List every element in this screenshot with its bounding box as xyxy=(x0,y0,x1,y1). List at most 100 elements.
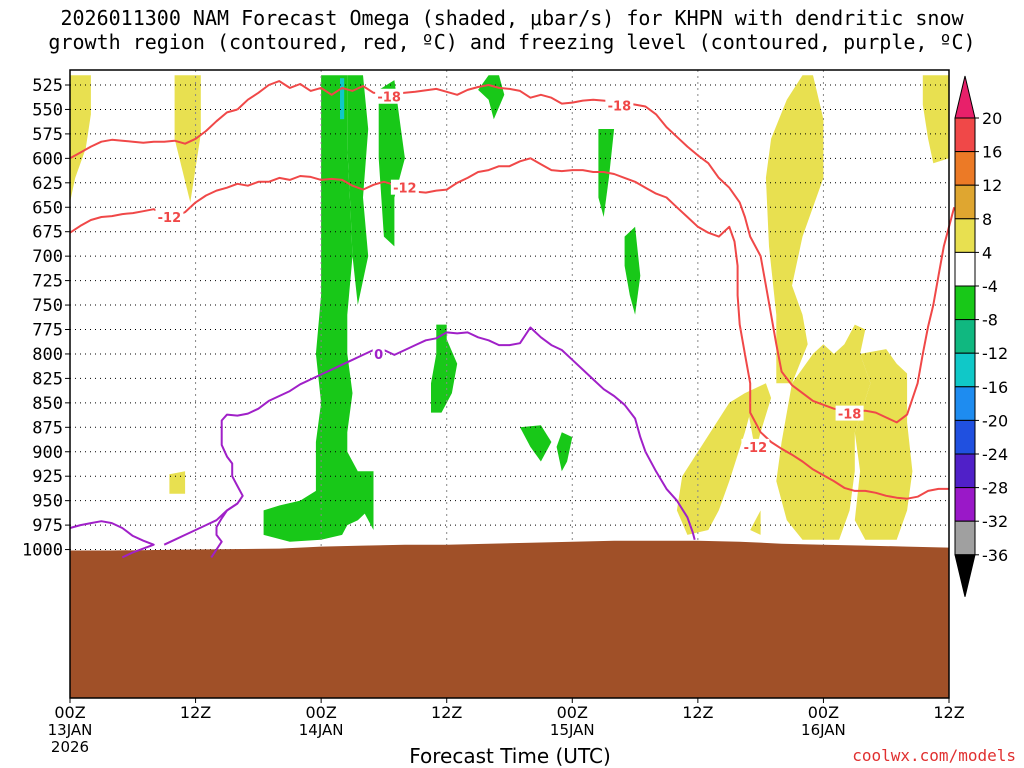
omega-region xyxy=(922,75,949,164)
contour-line xyxy=(210,502,238,558)
omega-region xyxy=(174,75,201,203)
x-tick-year: 2026 xyxy=(51,738,89,756)
colorbar-label: -24 xyxy=(982,445,1008,464)
colorbar-swatch xyxy=(954,520,976,556)
y-tick-label: 550 xyxy=(32,100,63,120)
y-tick-label: 875 xyxy=(32,418,63,438)
x-tick-label: 12Z xyxy=(682,703,713,722)
contour-label: 0 xyxy=(374,348,383,363)
colorbar-swatch xyxy=(954,352,976,388)
y-tick-label: 650 xyxy=(32,198,63,218)
x-tick-date: 14JAN xyxy=(299,721,344,739)
contour-line xyxy=(163,326,696,546)
y-tick-label: 750 xyxy=(32,296,63,316)
omega-region xyxy=(776,324,871,540)
colorbar-swatch xyxy=(954,419,976,455)
omega-region xyxy=(750,510,761,535)
y-tick-label: 950 xyxy=(32,492,63,512)
y-axis: 525 550 575 600 625 650 675 700 725 750 775 800 825 8… xyxy=(22,76,70,561)
y-tick-label: 775 xyxy=(32,321,63,341)
contour-label: -18 xyxy=(608,100,632,115)
omega-region xyxy=(556,432,573,472)
x-tick-label: 00Z xyxy=(557,703,588,722)
plot-frame xyxy=(69,69,950,699)
omega-region xyxy=(431,324,458,413)
contour-label: -12 xyxy=(393,182,417,197)
x-axis-label: Forecast Time (UTC) xyxy=(409,744,611,768)
omega-region xyxy=(520,425,552,462)
x-tick-label: 00Z xyxy=(305,703,336,722)
x-tick-label: 00Z xyxy=(808,703,839,722)
colorbar-swatch xyxy=(954,319,976,354)
omega-region xyxy=(744,383,772,452)
colorbar-swatch xyxy=(954,386,976,421)
y-tick-label: 825 xyxy=(32,369,63,389)
chart-title-line1: 2026011300 NAM Forecast Omega (shaded, μ… xyxy=(60,6,964,30)
colorbar-swatch xyxy=(954,151,976,186)
contours xyxy=(69,80,956,559)
colorbar-label: -12 xyxy=(982,344,1008,363)
contour-line xyxy=(236,80,956,424)
contour-label-bg xyxy=(155,209,184,225)
terrain-fill xyxy=(70,540,949,698)
omega-region xyxy=(676,393,751,535)
contour-label-bg xyxy=(390,179,419,195)
x-tick-date: 15JAN xyxy=(550,721,595,739)
colorbar-arrow-top xyxy=(954,75,976,119)
y-tick-label: 975 xyxy=(32,516,63,536)
contour-label-bg xyxy=(741,438,770,454)
colorbar-label: 20 xyxy=(982,109,1002,128)
y-tick-label: 850 xyxy=(32,394,63,414)
omega-region xyxy=(765,75,824,384)
colorbar-label: -4 xyxy=(982,277,998,296)
colorbar-swatch xyxy=(954,218,976,253)
y-tick-label: 800 xyxy=(32,345,63,365)
contour-label: -12 xyxy=(158,211,182,226)
contour-label: -12 xyxy=(744,441,768,456)
contour-line xyxy=(69,108,238,160)
colorbar-arrow-bottom xyxy=(954,554,976,597)
colorbar-label: 12 xyxy=(982,176,1002,195)
omega-region xyxy=(347,75,369,305)
terrain xyxy=(70,540,949,698)
colorbar-label: -28 xyxy=(982,479,1008,498)
chart-title-line2: growth region (contoured, red, ºC) and f… xyxy=(48,30,976,54)
omega-region xyxy=(378,80,405,247)
colorbar-label: 8 xyxy=(982,210,992,229)
colorbar-label: 4 xyxy=(982,243,992,262)
colorbar-swatch xyxy=(954,251,976,287)
x-tick-label: 12Z xyxy=(431,703,462,722)
y-tick-label: 675 xyxy=(32,223,63,243)
y-tick-label: 725 xyxy=(32,272,63,292)
colorbar-swatch xyxy=(954,184,976,220)
x-tick-date: 16JAN xyxy=(801,721,846,739)
colorbar-swatch xyxy=(954,487,976,522)
contour-labels: -18 -18 -12 -12 -18 -12 0 xyxy=(155,88,864,456)
y-tick-label: 1000 xyxy=(22,541,63,561)
y-tick-label: 600 xyxy=(32,149,63,169)
omega-shading xyxy=(70,75,949,542)
colorbar-swatch xyxy=(954,117,976,153)
x-tick-label: 12Z xyxy=(180,703,211,722)
y-tick-label: 700 xyxy=(32,247,63,267)
omega-region xyxy=(340,78,345,120)
y-tick-label: 625 xyxy=(32,174,63,194)
omega-region xyxy=(624,226,641,315)
contour-label: -18 xyxy=(838,408,862,423)
x-tick-date: 13JAN xyxy=(48,721,93,739)
credit-link[interactable]: coolwx.com/models xyxy=(852,746,1016,765)
colorbar-label: -20 xyxy=(982,411,1008,430)
omega-region xyxy=(263,75,369,542)
x-tick-label: 12Z xyxy=(933,703,964,722)
contour-label-bg xyxy=(605,97,634,113)
colorbar-label: -16 xyxy=(982,378,1008,397)
contour-label-bg xyxy=(372,345,385,361)
colorbar-swatch xyxy=(954,453,976,489)
colorbar-label: -32 xyxy=(982,512,1008,531)
y-tick-label: 925 xyxy=(32,467,63,487)
colorbar-label: -8 xyxy=(982,311,998,330)
colorbar-label: -36 xyxy=(982,546,1008,565)
omega-region xyxy=(169,471,186,494)
